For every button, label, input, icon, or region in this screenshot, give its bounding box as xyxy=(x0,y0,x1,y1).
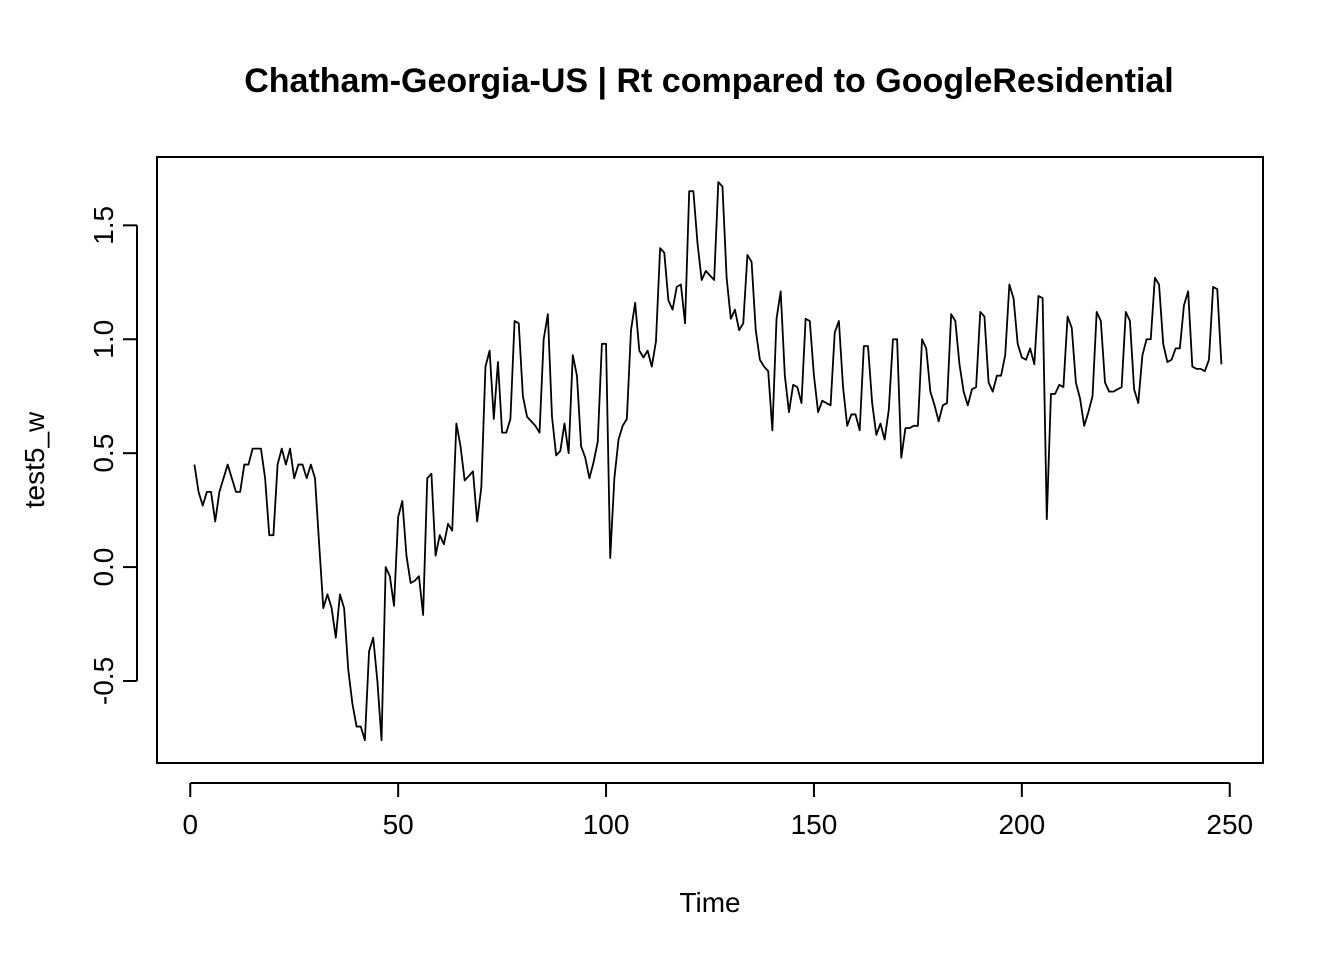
x-axis-label: Time xyxy=(679,887,740,918)
y-tick-label: 0.5 xyxy=(88,434,119,473)
y-tick-label: 1.5 xyxy=(88,206,119,245)
y-axis-label: test5_w xyxy=(19,411,50,508)
y-tick-label: 0.0 xyxy=(88,548,119,587)
series-line-test5-w xyxy=(193,181,1223,742)
plot-frame xyxy=(156,156,1264,764)
x-tick-label: 50 xyxy=(383,809,414,840)
x-tick-label: 100 xyxy=(583,809,630,840)
y-tick-label: -0.5 xyxy=(88,657,119,705)
x-axis: 0 50 100 150 200 250 xyxy=(182,782,1253,840)
x-tick-label: 150 xyxy=(791,809,838,840)
y-axis: -0.5 0.0 0.5 1.0 1.5 xyxy=(88,206,138,705)
x-tick-label: 200 xyxy=(998,809,1045,840)
chart-title: Chatham-Georgia-US | Rt compared to Goog… xyxy=(244,62,1174,100)
x-tick-label: 0 xyxy=(182,809,198,840)
y-tick-label: 1.0 xyxy=(88,320,119,359)
x-tick-label: 250 xyxy=(1206,809,1253,840)
